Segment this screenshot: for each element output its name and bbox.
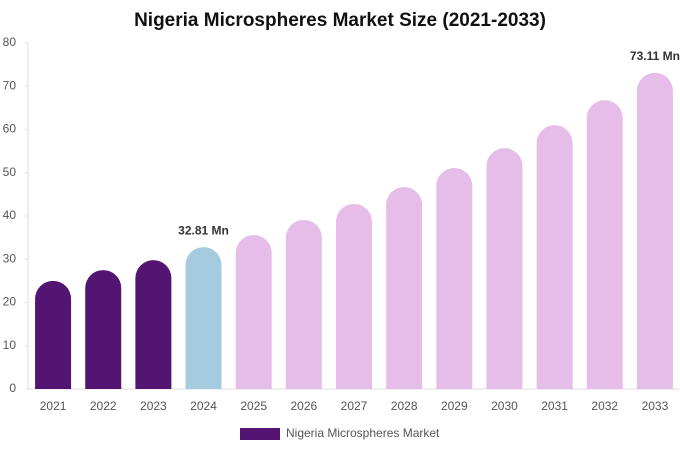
legend-label: Nigeria Microspheres Market bbox=[286, 426, 440, 440]
x-tick-label: 2031 bbox=[541, 399, 568, 413]
bar bbox=[85, 270, 122, 389]
y-tick-label: 50 bbox=[3, 165, 17, 179]
bar bbox=[386, 187, 423, 389]
x-tick-label: 2022 bbox=[90, 399, 117, 413]
value-label: 32.81 Mn bbox=[178, 223, 229, 237]
bar bbox=[35, 280, 72, 389]
x-tick-label: 2021 bbox=[40, 399, 67, 413]
x-tick-label: 2027 bbox=[341, 399, 368, 413]
y-tick-label: 0 bbox=[9, 381, 16, 395]
y-tick-label: 10 bbox=[3, 338, 17, 352]
bar bbox=[185, 247, 222, 389]
chart-title: Nigeria Microspheres Market Size (2021-2… bbox=[134, 10, 546, 31]
x-tick-label: 2026 bbox=[290, 399, 317, 413]
y-tick-label: 30 bbox=[3, 251, 17, 265]
x-tick-label: 2025 bbox=[240, 399, 267, 413]
x-tick-label: 2024 bbox=[190, 399, 217, 413]
bar bbox=[285, 219, 322, 389]
bar bbox=[436, 167, 473, 389]
x-tick-label: 2032 bbox=[591, 399, 618, 413]
y-tick-label: 20 bbox=[3, 295, 17, 309]
bar bbox=[135, 260, 172, 389]
x-tick-label: 2023 bbox=[140, 399, 167, 413]
bar bbox=[636, 72, 673, 389]
x-tick-label: 2030 bbox=[491, 399, 518, 413]
bar bbox=[586, 100, 623, 389]
bar bbox=[486, 148, 523, 389]
y-tick-label: 40 bbox=[3, 208, 17, 222]
legend-swatch bbox=[240, 428, 280, 440]
bar bbox=[536, 125, 573, 390]
x-tick-label: 2033 bbox=[642, 399, 669, 413]
y-tick-label: 70 bbox=[3, 78, 17, 92]
value-label: 73.11 Mn bbox=[630, 49, 680, 63]
y-tick-label: 80 bbox=[3, 35, 17, 49]
bar bbox=[235, 235, 272, 389]
x-tick-label: 2029 bbox=[441, 399, 468, 413]
x-tick-label: 2028 bbox=[391, 399, 418, 413]
y-tick-label: 60 bbox=[3, 122, 17, 136]
bar bbox=[336, 203, 372, 389]
